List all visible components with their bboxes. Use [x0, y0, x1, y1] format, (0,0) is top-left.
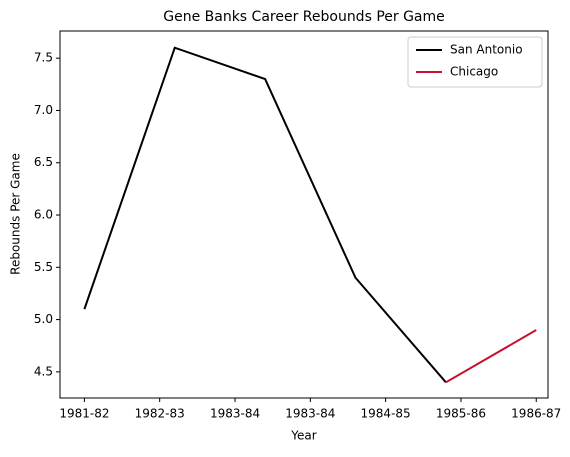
x-tick-label: 1982-83 [135, 407, 185, 421]
x-tick-label: 1981-82 [59, 407, 109, 421]
line [83, 46, 447, 383]
y-tick-label: 5.0 [34, 312, 53, 326]
legend-label: San Antonio [450, 43, 523, 57]
x-tick-label: 1983-84 [285, 407, 335, 421]
x-tick-label: 1985-86 [436, 407, 486, 421]
x-tick-label: 1983-84 [210, 407, 260, 421]
plot-frame [59, 30, 549, 399]
x-tick-label: 1984-85 [361, 407, 411, 421]
y-axis-label: Rebounds Per Game [9, 153, 23, 275]
x-axis-label: Year [290, 429, 316, 443]
y-tick-label: 6.5 [34, 155, 53, 169]
legend-label: Chicago [450, 65, 498, 79]
y-tick-label: 5.5 [34, 260, 53, 274]
y-tick-label: 6.0 [34, 208, 53, 222]
chart-title: Gene Banks Career Rebounds Per Game [163, 9, 445, 25]
y-tick-label: 7.0 [34, 103, 53, 117]
line [445, 329, 537, 384]
y-tick-label: 4.5 [34, 364, 53, 378]
x-tick-label: 1986-87 [511, 407, 561, 421]
y-tick-label: 7.5 [34, 51, 53, 65]
